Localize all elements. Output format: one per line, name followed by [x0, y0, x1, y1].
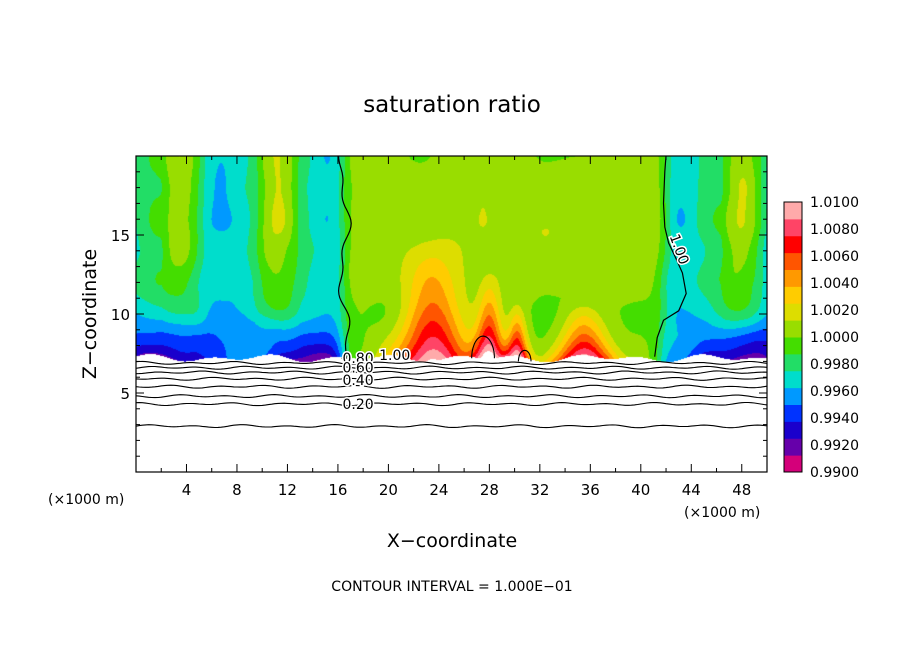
colorbar-block — [784, 455, 802, 473]
contour-label: 0.40 — [343, 373, 374, 389]
colorbar-block — [784, 421, 802, 439]
y-axis-label: Z−coordinate — [79, 249, 101, 379]
chart-title: saturation ratio — [363, 92, 541, 118]
y-ticks: 5 10 15 — [111, 171, 767, 457]
x-tick-label: 12 — [278, 481, 297, 499]
contour-line-one-left — [337, 156, 352, 359]
contour-loop — [517, 349, 532, 362]
colorbar-labels: 1.0100 1.0080 1.0060 1.0040 1.0020 1.0000 0.99… — [810, 195, 859, 481]
colorbar-block — [784, 370, 802, 389]
x-unit-right: (×1000 m) — [684, 505, 760, 521]
x-tick-label: 8 — [232, 481, 242, 499]
x-unit-left: (×1000 m) — [48, 492, 124, 508]
x-ticks: 4 8 12 16 20 24 28 32 36 40 44 48 — [160, 156, 751, 499]
x-tick-label: 28 — [480, 481, 499, 499]
colorbar-block — [784, 202, 802, 220]
colorbar-block — [784, 337, 802, 355]
contour-label: 0.20 — [343, 397, 374, 413]
colorbar-label: 0.9940 — [810, 411, 859, 427]
colorbar-label: 1.0100 — [810, 195, 859, 211]
colorbar-block — [784, 438, 802, 456]
x-tick-label: 4 — [182, 481, 192, 499]
colorbar-block — [784, 320, 802, 338]
colorbar: 1.0100 1.0080 1.0060 1.0040 1.0020 1.0000 0.99… — [783, 195, 859, 481]
contour-line — [136, 360, 767, 366]
y-tick-label: 5 — [120, 385, 130, 403]
colorbar-label: 0.9900 — [810, 465, 859, 481]
x-tick-label: 40 — [631, 481, 650, 499]
colorbar-label: 1.0080 — [810, 222, 859, 238]
x-tick-label: 32 — [530, 481, 549, 499]
y-tick-label: 10 — [111, 306, 130, 324]
contour-interval-note: CONTOUR INTERVAL = 1.000E−01 — [331, 579, 572, 595]
colorbar-label: 0.9960 — [810, 384, 859, 400]
x-axis-label: X−coordinate — [387, 530, 517, 552]
colorbar-label: 0.9980 — [810, 357, 859, 373]
x-tick-label: 20 — [379, 481, 398, 499]
colorbar-block — [784, 353, 802, 372]
colorbar-block — [784, 286, 802, 304]
contour-label: 0.80 — [343, 351, 374, 367]
contour-loop — [471, 335, 495, 359]
contour-label: 1.00 — [379, 348, 410, 364]
saturation-field — [136, 156, 767, 472]
colorbar-label: 1.0020 — [810, 303, 859, 319]
x-tick-label: 44 — [682, 481, 701, 499]
colorbar-block — [784, 252, 802, 270]
contour-line — [136, 394, 767, 399]
contour-line-one-right — [654, 156, 687, 357]
colorbar-label: 1.0000 — [810, 330, 859, 346]
colorbar-label: 1.0040 — [810, 276, 859, 292]
colorbar-blocks — [784, 202, 802, 473]
colorbar-label: 0.9920 — [810, 438, 859, 454]
colorbar-block — [784, 387, 802, 405]
contour-line — [136, 365, 767, 370]
plot-area: 1.001.000.800.600.400.20 4 8 12 16 20 24 28 32 3… — [111, 155, 768, 499]
contour-label: 0.60 — [343, 360, 374, 376]
x-tick-label: 36 — [581, 481, 600, 499]
contour-line — [136, 384, 767, 389]
colorbar-block — [784, 303, 802, 321]
contour-line — [136, 376, 767, 381]
colorbar-block — [784, 235, 802, 254]
colorbar-label: 1.0060 — [810, 249, 859, 265]
colorbar-block — [784, 269, 802, 287]
x-tick-label: 16 — [328, 481, 347, 499]
contour-line — [136, 370, 767, 375]
y-tick-label: 15 — [111, 227, 130, 245]
x-tick-label: 24 — [429, 481, 448, 499]
colorbar-block — [784, 404, 802, 422]
colorbar-block — [784, 218, 802, 237]
x-tick-label: 48 — [732, 481, 751, 499]
contour-lines — [136, 156, 767, 429]
contour-line — [136, 401, 767, 407]
colorbar-frame — [783, 201, 803, 473]
contour-line — [136, 424, 767, 429]
